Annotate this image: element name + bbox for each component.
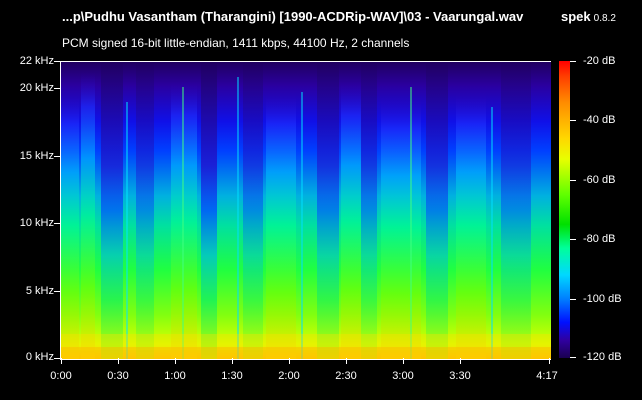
- time-tick: [118, 358, 119, 364]
- freq-label-10khz: 10 kHz: [19, 217, 54, 229]
- freq-tick: [54, 88, 60, 89]
- db-tick: [570, 120, 576, 121]
- time-tick: [549, 358, 550, 364]
- time-tick: [289, 358, 290, 364]
- spectrogram-image: [61, 62, 551, 359]
- time-label-3-00: 3:00: [392, 370, 414, 382]
- freq-label-15khz: 15 kHz: [19, 150, 54, 162]
- time-tick: [61, 358, 62, 364]
- time-tick: [403, 358, 404, 364]
- db-label-minus-20: -20 dB: [583, 55, 616, 67]
- db-tick: [570, 357, 576, 358]
- time-label-0-30: 0:30: [107, 370, 129, 382]
- db-label-minus-80: -80 dB: [583, 233, 616, 245]
- freq-tick: [54, 358, 60, 359]
- freq-label-0khz: 0 kHz: [25, 351, 54, 363]
- freq-label-20khz: 20 kHz: [19, 82, 54, 94]
- time-label-2-30: 2:30: [335, 370, 357, 382]
- db-tick: [570, 180, 576, 181]
- time-label-4-17: 4:17: [536, 370, 558, 382]
- time-label-1-30: 1:30: [221, 370, 243, 382]
- freq-label-5khz: 5 kHz: [25, 285, 54, 297]
- time-label-3-30: 3:30: [449, 370, 471, 382]
- freq-tick: [54, 291, 60, 292]
- app-version: 0.8.2: [593, 13, 616, 24]
- file-title: ...p\Pudhu Vasantham (Tharangini) [1990-…: [62, 9, 524, 24]
- color-scale-bar: [559, 61, 570, 358]
- db-label-minus-120: -120 dB: [583, 351, 622, 363]
- time-tick: [175, 358, 176, 364]
- db-label-minus-40: -40 dB: [583, 114, 616, 126]
- db-tick: [570, 61, 576, 62]
- time-tick: [232, 358, 233, 364]
- app-brand: spek 0.8.2: [561, 9, 616, 24]
- freq-tick: [54, 156, 60, 157]
- db-tick: [570, 239, 576, 240]
- time-tick: [346, 358, 347, 364]
- time-tick: [460, 358, 461, 364]
- db-tick: [570, 299, 576, 300]
- db-label-minus-60: -60 dB: [583, 174, 616, 186]
- time-label-2-00: 2:00: [278, 370, 300, 382]
- freq-tick: [54, 223, 60, 224]
- spectrogram-plot[interactable]: [60, 61, 551, 360]
- time-label-1-00: 1:00: [164, 370, 186, 382]
- freq-label-22khz: 22 kHz: [19, 55, 54, 67]
- freq-tick: [54, 61, 60, 62]
- time-label-0-00: 0:00: [50, 370, 72, 382]
- format-info: PCM signed 16-bit little-endian, 1411 kb…: [62, 36, 410, 50]
- db-label-minus-100: -100 dB: [583, 293, 622, 305]
- app-name: spek: [561, 9, 591, 24]
